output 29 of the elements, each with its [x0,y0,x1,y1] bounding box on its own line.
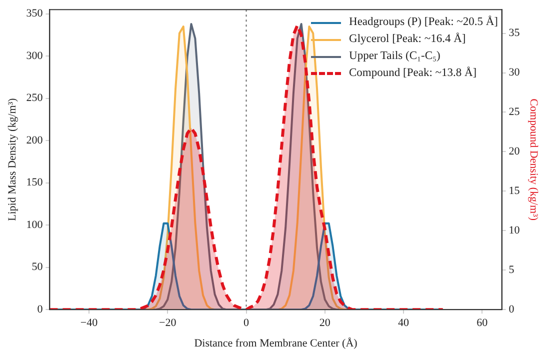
x-tick-label: 20 [319,317,331,330]
y-tick-label: 150 [26,176,44,189]
x-tick-label: 0 [244,317,250,330]
y2-axis-title: Compound Density (kg/m³) [528,98,540,221]
y2-tick-label: 20 [508,146,520,158]
x-tick-label: −20 [159,317,177,330]
y2-tick-label: 0 [508,303,515,316]
y-tick-label: 50 [32,261,44,274]
legend-label: Headgroups (P) [Peak: ~20.5 Å] [349,14,498,30]
y2-tick-label: 30 [508,66,520,79]
legend-label: Upper Tails (C₁-C₅) [349,49,440,64]
y-tick-label: 300 [26,50,44,62]
legend-label: Compound [Peak: ~13.8 Å] [349,66,477,81]
y2-tick-label: 15 [508,185,520,198]
y-tick-label: 250 [26,92,44,104]
y2-tick-label: 10 [508,224,520,237]
legend-label: Glycerol [Peak: ~16.4 Å] [349,32,466,47]
y-axis-title: Lipid Mass Density (kg/m³) [6,98,18,221]
y2-tick-label: 35 [508,27,520,40]
y2-tick-label: 5 [508,264,515,276]
x-tick-label: −40 [80,317,98,330]
x-axis-title: Distance from Membrane Center (Å) [194,336,358,350]
y-tick-label: 200 [26,134,44,146]
y2-tick-label: 25 [508,106,520,118]
x-tick-label: 40 [398,317,410,330]
x-tick-label: 60 [476,317,488,330]
y-tick-label: 350 [26,8,44,20]
y-tick-label: 0 [37,303,44,316]
y-tick-label: 100 [26,218,44,231]
